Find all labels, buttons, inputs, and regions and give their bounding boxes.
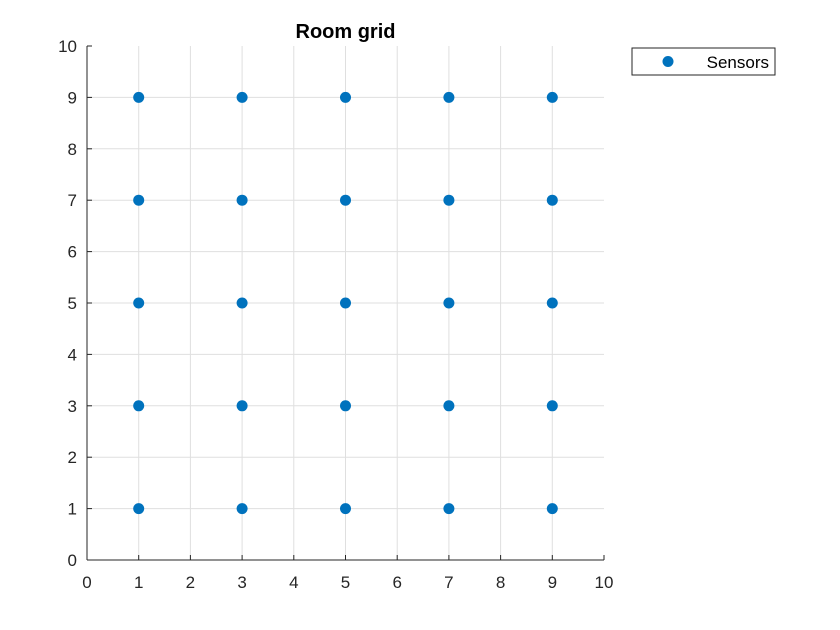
- data-point-7-3: [443, 400, 455, 412]
- y-tick-label-5: 5: [68, 294, 77, 313]
- data-point-7-1: [443, 503, 455, 515]
- data-point-5-9: [340, 91, 351, 103]
- data-point-9-9: [546, 91, 558, 103]
- y-tick-label-10: 10: [58, 37, 77, 56]
- x-tick-label-9: 9: [548, 573, 557, 592]
- x-tick-label-2: 2: [186, 573, 195, 592]
- data-point-1-7: [133, 194, 145, 206]
- data-point-3-1: [236, 503, 248, 515]
- y-tick-label-9: 9: [68, 88, 77, 107]
- x-tick-label-10: 10: [595, 573, 614, 592]
- data-point-3-3: [236, 400, 248, 412]
- y-tick-label-7: 7: [68, 191, 77, 210]
- legend-marker: [662, 56, 674, 67]
- x-tick-label-5: 5: [341, 573, 350, 592]
- data-point-1-9: [133, 91, 145, 103]
- data-point-7-9: [443, 91, 455, 103]
- legend-label-sensors: Sensors: [707, 53, 769, 72]
- y-tick-label-4: 4: [68, 345, 77, 364]
- y-tick-label-8: 8: [68, 140, 77, 159]
- y-axis-ticks: 0 1 2 3 4 5 6 7 8 9 10: [58, 37, 92, 570]
- data-point-1-1: [133, 503, 145, 515]
- data-point-7-7: [443, 194, 455, 206]
- legend: Sensors: [631, 47, 776, 76]
- y-tick-label-0: 0: [68, 551, 77, 570]
- y-tick-label-1: 1: [68, 500, 77, 519]
- chart-title: Room grid: [296, 21, 396, 43]
- data-point-9-1: [546, 503, 558, 515]
- x-tick-label-3: 3: [237, 573, 246, 592]
- data-point-9-5: [546, 297, 558, 309]
- data-point-5-7: [340, 194, 351, 206]
- x-tick-label-4: 4: [289, 573, 298, 592]
- data-point-5-5: [340, 297, 351, 309]
- x-tick-label-7: 7: [444, 573, 453, 592]
- x-axis-ticks: 0 1 2 3 4 5 6 7 8 9 10: [82, 555, 613, 592]
- data-point-9-7: [546, 194, 558, 206]
- data-point-9-3: [546, 400, 558, 412]
- y-tick-label-2: 2: [68, 448, 77, 467]
- data-point-5-3: [340, 400, 351, 412]
- data-point-5-1: [340, 503, 351, 515]
- data-point-1-3: [133, 400, 145, 412]
- x-tick-label-8: 8: [496, 573, 505, 592]
- data-point-3-5: [236, 297, 248, 309]
- x-tick-label-1: 1: [134, 573, 143, 592]
- data-point-3-9: [236, 91, 248, 103]
- y-tick-label-6: 6: [68, 243, 77, 262]
- legend-box: [631, 47, 776, 76]
- sensor-points: [133, 91, 558, 515]
- data-point-1-5: [133, 297, 145, 309]
- y-tick-label-3: 3: [68, 397, 77, 416]
- data-point-3-7: [236, 194, 248, 206]
- x-tick-label-6: 6: [392, 573, 401, 592]
- data-point-7-5: [443, 297, 455, 309]
- x-tick-label-0: 0: [82, 573, 91, 592]
